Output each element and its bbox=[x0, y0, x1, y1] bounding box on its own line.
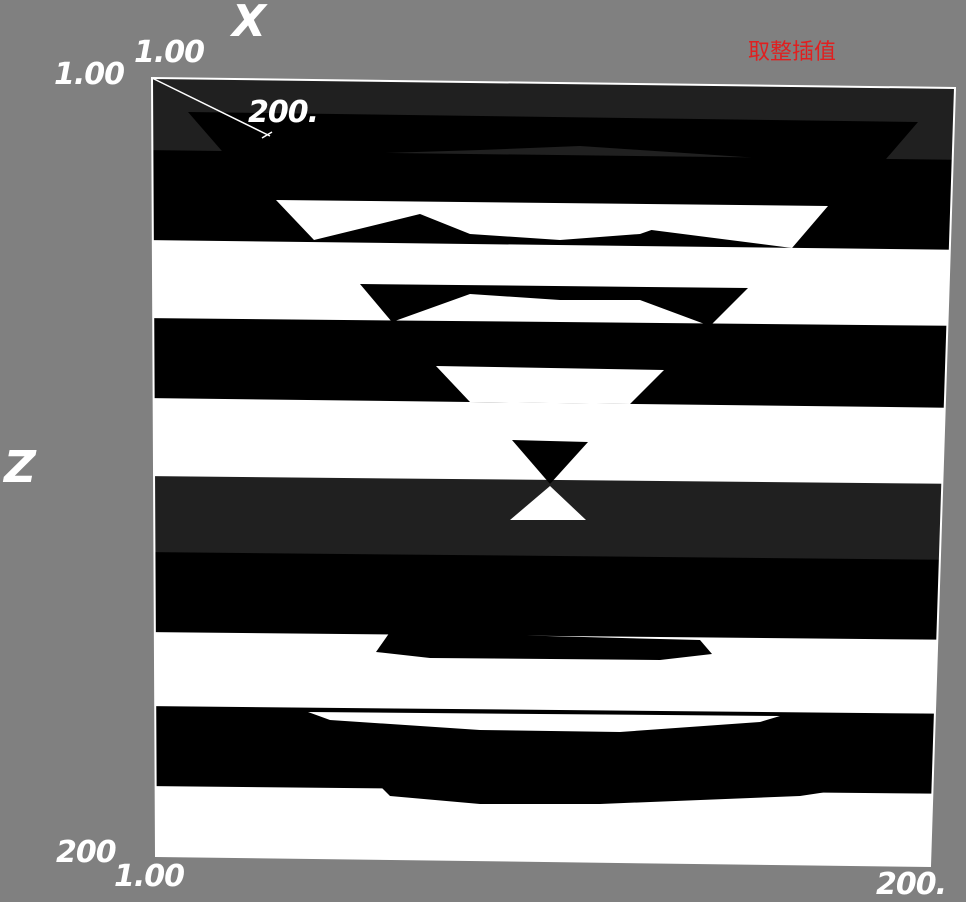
band-black-3 bbox=[152, 552, 955, 640]
white-bulge-1 bbox=[420, 214, 680, 240]
lower-black-bowl bbox=[376, 632, 712, 660]
x-axis-start-label: 1.00 bbox=[134, 35, 205, 70]
center-white-triangle bbox=[510, 486, 586, 520]
slice-image bbox=[152, 78, 955, 866]
top-dark-bowl bbox=[188, 112, 918, 166]
interpolation-title: 取整插值 bbox=[748, 40, 837, 65]
slice-outline bbox=[150, 76, 957, 868]
z-axis-end-label: 200 bbox=[56, 835, 117, 870]
z-axis-start-label: 1.00 bbox=[54, 57, 125, 92]
lower-black-trapezoid bbox=[450, 560, 644, 586]
z-axis-name: Z bbox=[4, 442, 36, 493]
band-black-4 bbox=[152, 706, 955, 794]
upper-white-bowl bbox=[276, 200, 828, 248]
bottom-black-bowl bbox=[380, 786, 840, 804]
y-axis-tick bbox=[261, 131, 273, 139]
center-black-triangle bbox=[512, 440, 588, 484]
bottom-x-start-label: 1.00 bbox=[114, 859, 185, 894]
y-axis-line bbox=[151, 77, 271, 137]
mid-white-bowl bbox=[436, 366, 664, 404]
bottom-white-bowl bbox=[308, 712, 780, 732]
x-axis-name: X bbox=[232, 0, 266, 47]
x-axis-end-label: 200. bbox=[876, 867, 947, 902]
y-axis-end-label: 200. bbox=[248, 95, 319, 130]
upper-black-bowl bbox=[360, 284, 748, 326]
band-black-2 bbox=[152, 318, 955, 408]
